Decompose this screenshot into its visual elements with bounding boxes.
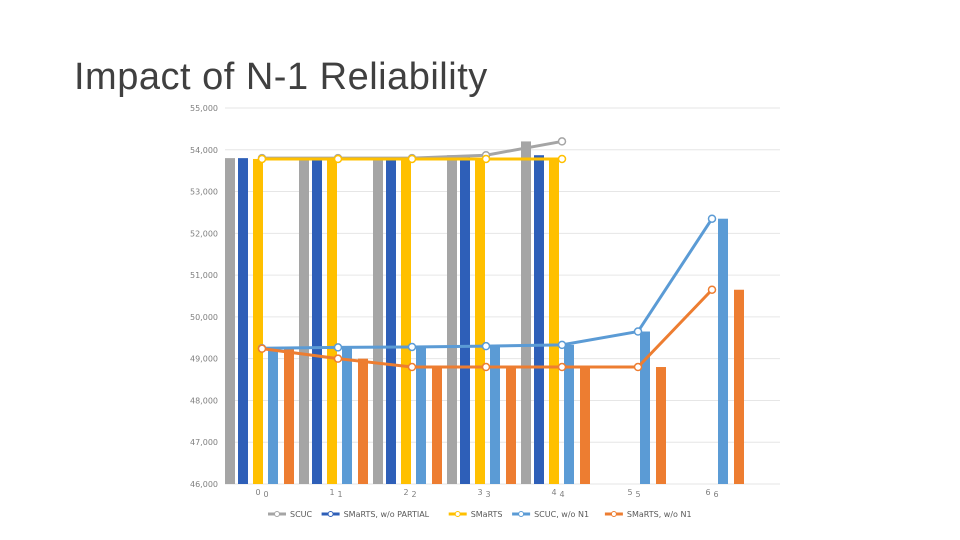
bar-smarts <box>253 158 263 485</box>
bar-scuc-w-o-n1 <box>342 347 352 484</box>
series-marker <box>407 362 417 372</box>
bar-smarts-w-o-partial <box>312 158 322 484</box>
series-marker <box>707 214 717 223</box>
bar-smarts-w-o-n1 <box>358 358 368 484</box>
bar-scuc <box>225 158 235 484</box>
x-tick-label: 1 <box>337 490 342 499</box>
y-tick-label: 52,000 <box>190 229 218 238</box>
y-tick-label: 48,000 <box>190 396 218 405</box>
x-tick-label: 6 <box>713 490 718 499</box>
series-marker <box>257 154 267 164</box>
bar-scuc-w-o-n1 <box>640 331 650 484</box>
bars <box>225 141 744 485</box>
series-marker <box>557 154 567 164</box>
x-tick-label: 3 <box>477 488 482 497</box>
legend-label: SCUC <box>290 510 313 519</box>
bar-scuc <box>521 141 531 484</box>
bar-scuc <box>299 158 309 484</box>
series-marker <box>481 341 491 351</box>
slide-title: Impact of N-1 Reliability <box>74 56 488 98</box>
y-tick-label: 51,000 <box>190 271 218 280</box>
y-tick-label: 54,000 <box>190 146 218 155</box>
bar-smarts <box>475 158 485 485</box>
bar-scuc-w-o-n1 <box>416 346 426 484</box>
bar-smarts-w-o-partial <box>534 155 544 484</box>
x-tick-label: 0 <box>255 488 260 497</box>
bar-smarts <box>401 158 411 485</box>
series-marker <box>333 343 343 352</box>
y-axis: 55,000 54,000 53,000 52,000 51,000 50,000 49,0… <box>190 104 218 489</box>
bar-smarts-w-o-n1 <box>656 367 666 484</box>
y-tick-label: 47,000 <box>190 438 218 447</box>
bar-smarts-w-o-n1 <box>580 367 590 484</box>
x-tick-label: 0 <box>263 490 268 499</box>
x-tick-label: 2 <box>403 488 408 497</box>
series-marker <box>481 362 491 372</box>
legend-marker <box>327 511 334 517</box>
legend-marker <box>274 511 280 517</box>
bar-smarts <box>327 158 337 485</box>
bar-scuc <box>447 155 457 484</box>
series-marker <box>707 285 717 294</box>
legend-marker <box>610 511 617 517</box>
series-marker <box>257 344 267 353</box>
bar-scuc-w-o-n1 <box>718 218 728 484</box>
x-tick-label: 6 <box>705 488 710 497</box>
bar-smarts-w-o-partial <box>386 158 396 484</box>
legend-marker <box>518 511 525 517</box>
bar-smarts-w-o-n1 <box>506 367 516 484</box>
legend-marker <box>454 511 461 517</box>
bar-smarts-w-o-partial <box>460 155 470 484</box>
x-tick-label: 1 <box>329 488 334 497</box>
x-tick-label: 4 <box>551 488 556 497</box>
x-tick-label: 3 <box>485 490 490 499</box>
bar-smarts-w-o-n1 <box>432 367 442 484</box>
y-tick-label: 46,000 <box>190 480 218 489</box>
y-tick-label: 53,000 <box>190 188 218 197</box>
series-marker <box>557 362 567 372</box>
series-marker <box>633 362 643 372</box>
series-marker <box>333 354 343 363</box>
legend: SCUC SMaRTS, w/o PARTIAL SMaRTS SCUC, w/o N… <box>268 510 692 519</box>
bar-smarts <box>549 158 559 485</box>
series-marker <box>557 137 567 146</box>
series-marker <box>333 154 343 164</box>
bar-smarts-w-o-n1 <box>734 289 744 484</box>
bar-scuc-w-o-n1 <box>490 346 500 484</box>
series-marker <box>557 340 567 350</box>
bar-smarts-w-o-n1 <box>284 348 294 484</box>
series-marker <box>407 342 417 352</box>
legend-label: SCUC, w/o N1 <box>534 510 589 519</box>
y-tick-label: 50,000 <box>190 313 218 322</box>
series-lines <box>257 137 717 372</box>
x-tick-label: 5 <box>627 488 632 497</box>
legend-label: SMaRTS, w/o N1 <box>627 510 692 519</box>
bar-smarts-w-o-partial <box>238 158 248 484</box>
series-marker <box>481 154 491 164</box>
bar-scuc <box>373 158 383 484</box>
y-tick-label: 49,000 <box>190 355 218 364</box>
series-marker <box>633 327 643 336</box>
bar-scuc-w-o-n1 <box>268 348 278 484</box>
legend-label: SMaRTS <box>471 510 503 519</box>
x-tick-label: 4 <box>559 490 564 499</box>
y-tick-label: 55,000 <box>190 104 218 113</box>
legend-label: SMaRTS, w/o PARTIAL <box>344 510 430 519</box>
x-tick-label: 5 <box>635 490 640 499</box>
bar-scuc-w-o-n1 <box>564 344 574 484</box>
x-tick-label: 2 <box>411 490 416 499</box>
series-marker <box>407 154 417 164</box>
